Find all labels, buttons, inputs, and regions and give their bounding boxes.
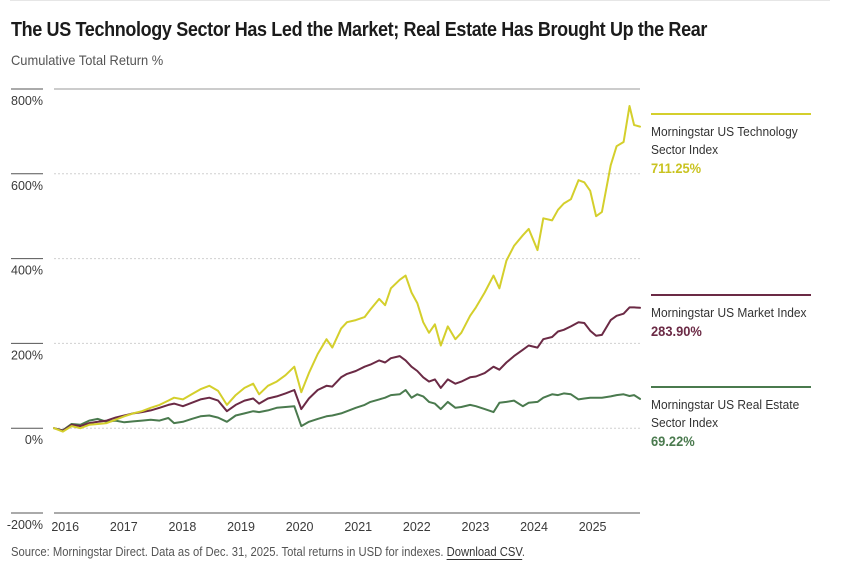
x-tick-label: 2024	[520, 520, 548, 534]
download-csv-link[interactable]: Download CSV	[446, 545, 522, 560]
legend-item-technology: Morningstar US Technology Sector Index 7…	[651, 113, 811, 178]
x-tick-label: 2020	[286, 520, 314, 534]
legend-swatch-real-estate	[651, 386, 811, 388]
y-tick-label: -200%	[7, 518, 43, 532]
legend-value: 283.90%	[651, 323, 702, 339]
legend-label-line2: Sector Index	[651, 142, 719, 157]
x-tick-label: 2021	[344, 520, 372, 534]
y-tick-label: 600%	[11, 179, 43, 193]
legend-label: Morningstar US Real Estate	[651, 397, 800, 412]
x-tick-label: 2019	[227, 520, 255, 534]
legend-label: Morningstar US Market Index	[651, 305, 807, 320]
legend-swatch-market	[651, 294, 811, 296]
legend-value: 711.25%	[651, 160, 702, 176]
legend-label: Morningstar US Technology	[651, 124, 798, 139]
series-line-technology	[53, 105, 641, 433]
x-tick-label: 2018	[169, 520, 197, 534]
chart-title: The US Technology Sector Has Led the Mar…	[11, 19, 708, 41]
y-axis: 800% 600% 400% 200% 0% -200%	[7, 88, 43, 532]
series-line-market	[53, 306, 641, 432]
top-divider	[10, 0, 830, 1]
legend-item-market: Morningstar US Market Index 283.90%	[651, 294, 811, 341]
source-note: Source: Morningstar Direct. Data as of D…	[11, 545, 526, 560]
source-text: Source: Morningstar Direct. Data as of D…	[11, 545, 444, 559]
x-tick-label: 2017	[110, 520, 138, 534]
legend-value: 69.22%	[651, 433, 695, 449]
source-trailing: .	[521, 545, 526, 559]
legend-item-real-estate: Morningstar US Real Estate Sector Index …	[651, 386, 811, 451]
x-tick-label: 2023	[462, 520, 490, 534]
grid-lines	[54, 88, 640, 514]
x-tick-label: 2022	[403, 520, 431, 534]
x-tick-label: 2025	[579, 520, 607, 534]
series-lines	[53, 105, 641, 433]
x-tick-label: 2016	[51, 520, 79, 534]
series-line-real-estate	[53, 389, 641, 432]
legend-swatch-technology	[651, 113, 811, 115]
y-tick-label: 200%	[11, 348, 43, 362]
y-tick-label: 800%	[11, 94, 43, 108]
legend-label-line2: Sector Index	[651, 415, 719, 430]
y-tick-label: 0%	[25, 433, 43, 447]
chart-subtitle: Cumulative Total Return %	[11, 52, 164, 68]
y-tick-label: 400%	[11, 264, 43, 278]
x-axis: 2016 2017 2018 2019 2020 2021 2022 2023 2024 2025	[51, 520, 606, 534]
